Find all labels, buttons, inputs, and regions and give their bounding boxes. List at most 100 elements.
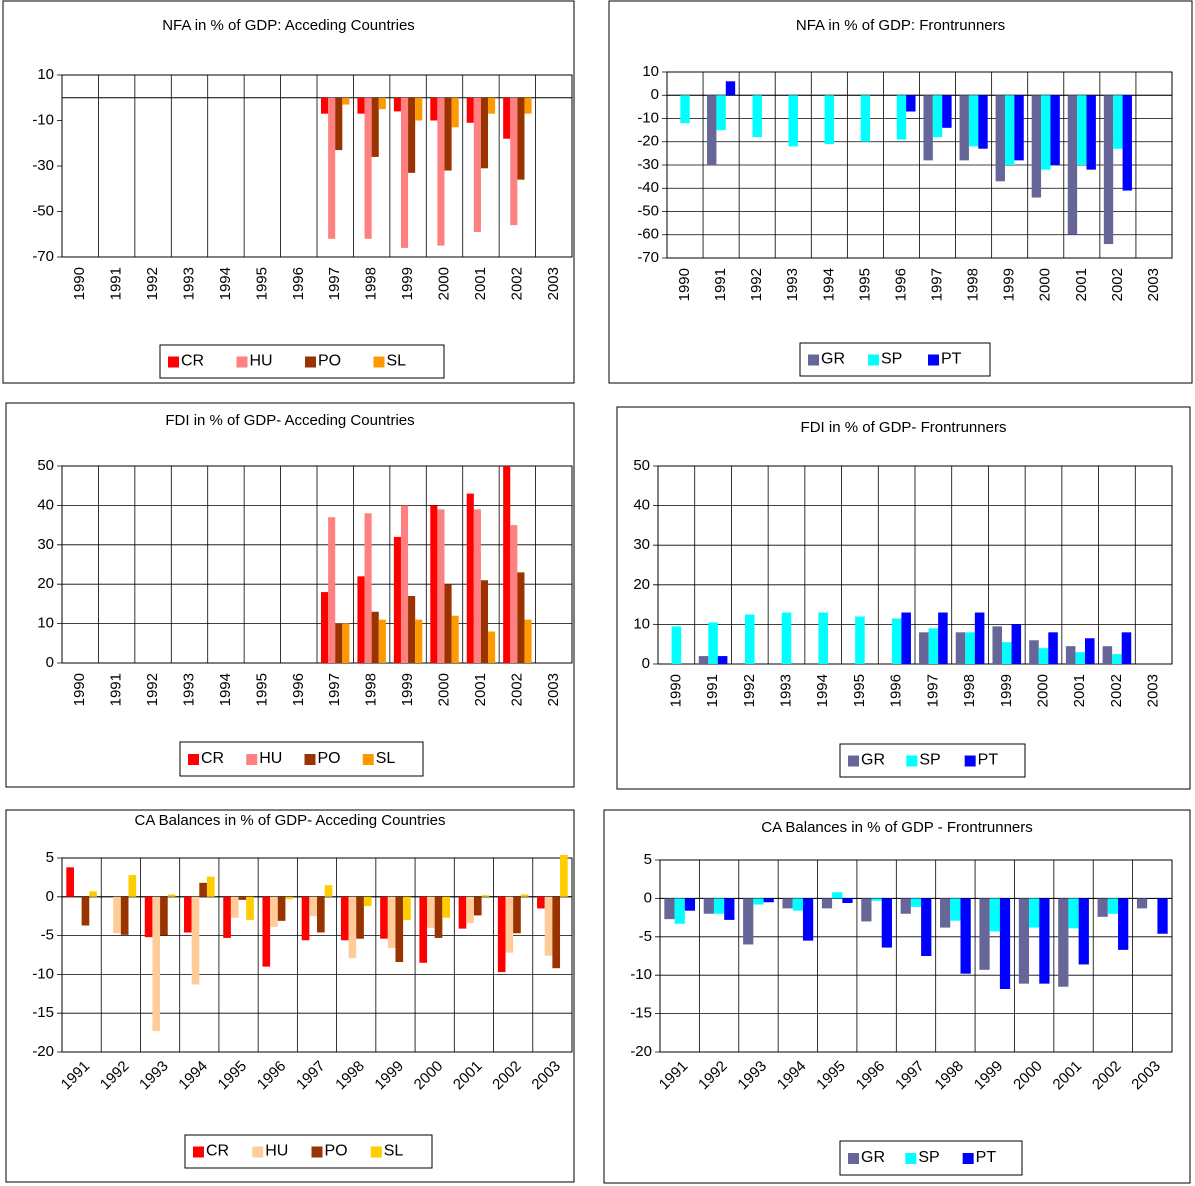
bar [437,509,445,663]
bar [671,626,682,664]
bar [1103,95,1114,245]
bar [400,97,409,248]
bar [191,896,200,985]
bar [400,505,409,663]
bar [1038,648,1049,664]
legend-swatch [246,754,258,765]
bar [524,619,532,663]
x-tick-label: 1992 [144,267,161,300]
x-tick-label: 1996 [888,674,905,707]
y-tick-label: -10 [32,111,54,128]
bar [160,896,168,936]
bar [1029,898,1040,928]
bar [1107,898,1119,914]
x-tick-label: 1992 [741,674,758,707]
bar [395,896,404,962]
x-tick-label: 1992 [748,268,765,301]
legend-label: CR [206,1143,229,1160]
bar [444,584,452,663]
bar [940,898,951,928]
bar [393,536,401,663]
bar [900,898,911,914]
bar [938,612,948,664]
bar [1136,898,1148,909]
x-tick-label: 1995 [856,268,873,301]
bar [335,97,343,151]
legend-label: SP [919,752,940,769]
panel-frame [5,809,575,1183]
y-tick-label: -70 [32,248,54,265]
legend-label: PO [325,1143,348,1160]
x-tick-label: 1996 [290,267,307,300]
legend-swatch [928,354,939,366]
bar [357,97,365,114]
bar [1065,646,1076,664]
legend-box [179,741,424,777]
x-tick-label: 1998 [965,268,982,301]
legend-swatch [808,354,819,366]
panel-frame [608,0,1193,384]
bar [992,626,1003,664]
legend-label: CR [201,750,224,767]
legend-box [839,1140,1023,1176]
bar [321,97,329,114]
bar [960,898,971,974]
bar [664,898,675,920]
x-tick-label: 2001 [1071,674,1088,707]
bar [356,896,364,939]
bar [928,628,939,664]
y-tick-label: -5 [639,928,652,945]
legend-swatch [304,754,316,765]
bar [497,896,506,973]
bar [481,895,490,897]
x-tick-label: 1999 [399,267,416,300]
bar [285,896,294,900]
bar [434,896,443,938]
legend-label: GR [861,1149,885,1166]
bar [342,623,350,663]
x-tick-label: 1990 [71,267,88,300]
bar [321,592,329,663]
bar [328,517,336,663]
legend-swatch [370,1146,382,1158]
bar [1157,898,1168,934]
bar [955,632,966,664]
x-tick-label: 1994 [814,674,831,707]
y-tick-label: 10 [642,63,659,80]
bar [403,896,411,921]
x-tick-label: 1990 [667,674,684,707]
bar [387,896,396,949]
y-tick-label: 30 [633,536,650,553]
x-tick-label: 1999 [399,673,416,706]
bar [560,854,568,897]
chart-title: NFA in % of GDP: Acceding Countries [162,17,415,34]
legend-swatch [868,354,879,366]
bar [1118,898,1129,950]
x-tick-label: 1996 [290,673,307,706]
bar [378,619,386,663]
legend-label: GR [821,351,845,368]
bar [437,97,445,246]
legend-label: PO [318,750,341,767]
y-tick-label: -60 [637,226,659,243]
bar [451,615,459,663]
bar [1048,632,1058,664]
x-tick-label: 2003 [1145,268,1162,301]
bar [824,95,835,145]
bar [743,898,754,945]
y-tick-label: -15 [32,1004,54,1021]
x-tick-label: 2003 [1145,674,1162,707]
y-tick-label: -20 [637,133,659,150]
x-tick-label: 1994 [820,268,837,301]
x-tick-label: 1998 [363,267,380,300]
x-tick-label: 2001 [472,267,489,300]
bar [724,898,735,920]
bar [698,656,709,664]
bar [921,898,932,956]
y-tick-label: 50 [633,457,650,474]
y-tick-label: -20 [32,1043,54,1060]
bar [184,896,192,933]
bar [430,505,438,663]
bar [363,896,372,907]
x-tick-label: 1999 [1001,268,1018,301]
